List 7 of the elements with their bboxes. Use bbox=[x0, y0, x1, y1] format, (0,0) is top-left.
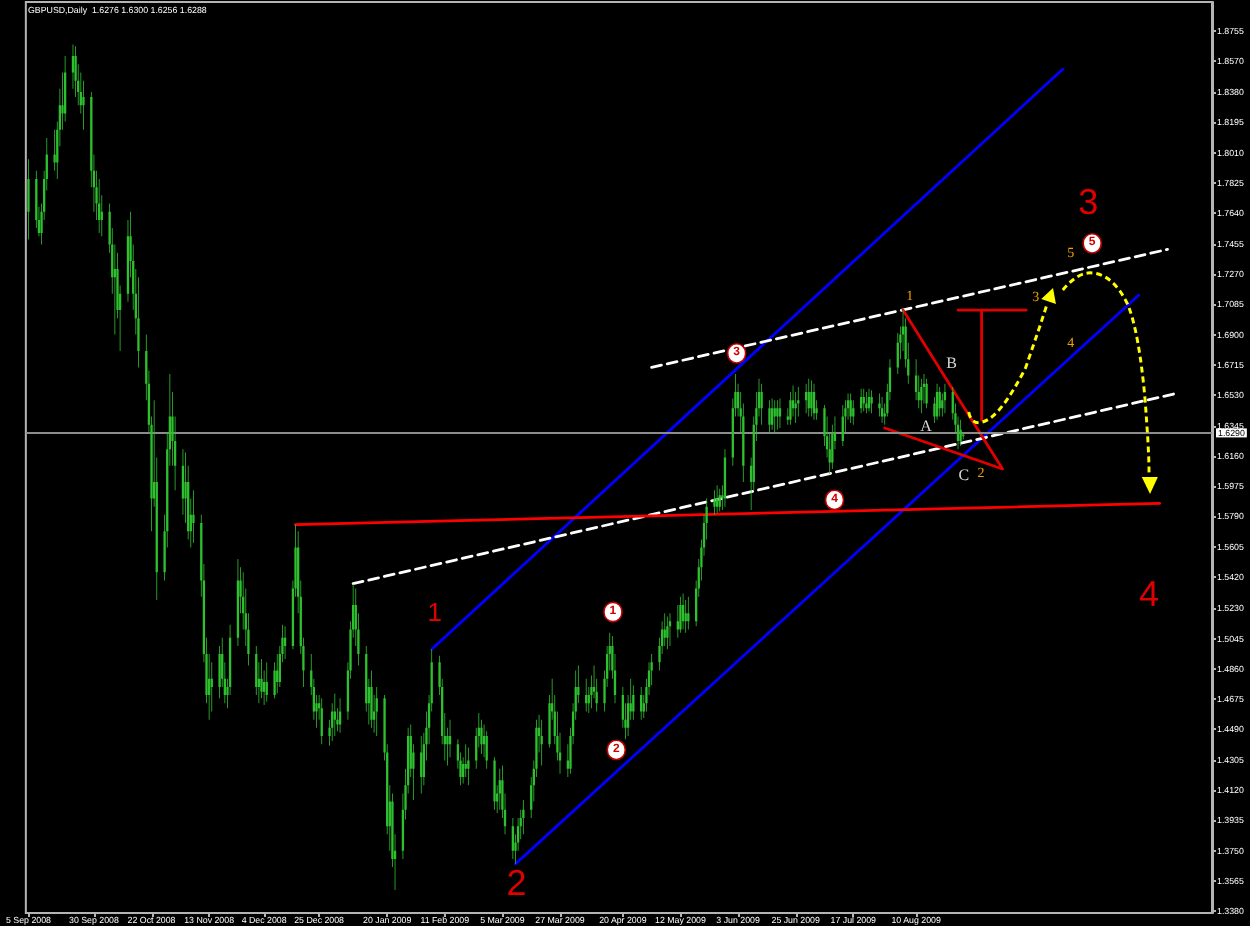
annotation: 2 bbox=[506, 863, 527, 904]
annotation: B bbox=[946, 354, 958, 373]
annotation: 3 bbox=[1078, 182, 1099, 222]
annotation: 4 bbox=[1139, 574, 1160, 614]
annotation: A bbox=[920, 417, 933, 436]
annotation: C bbox=[958, 466, 970, 485]
annotation: 1 bbox=[427, 597, 442, 627]
